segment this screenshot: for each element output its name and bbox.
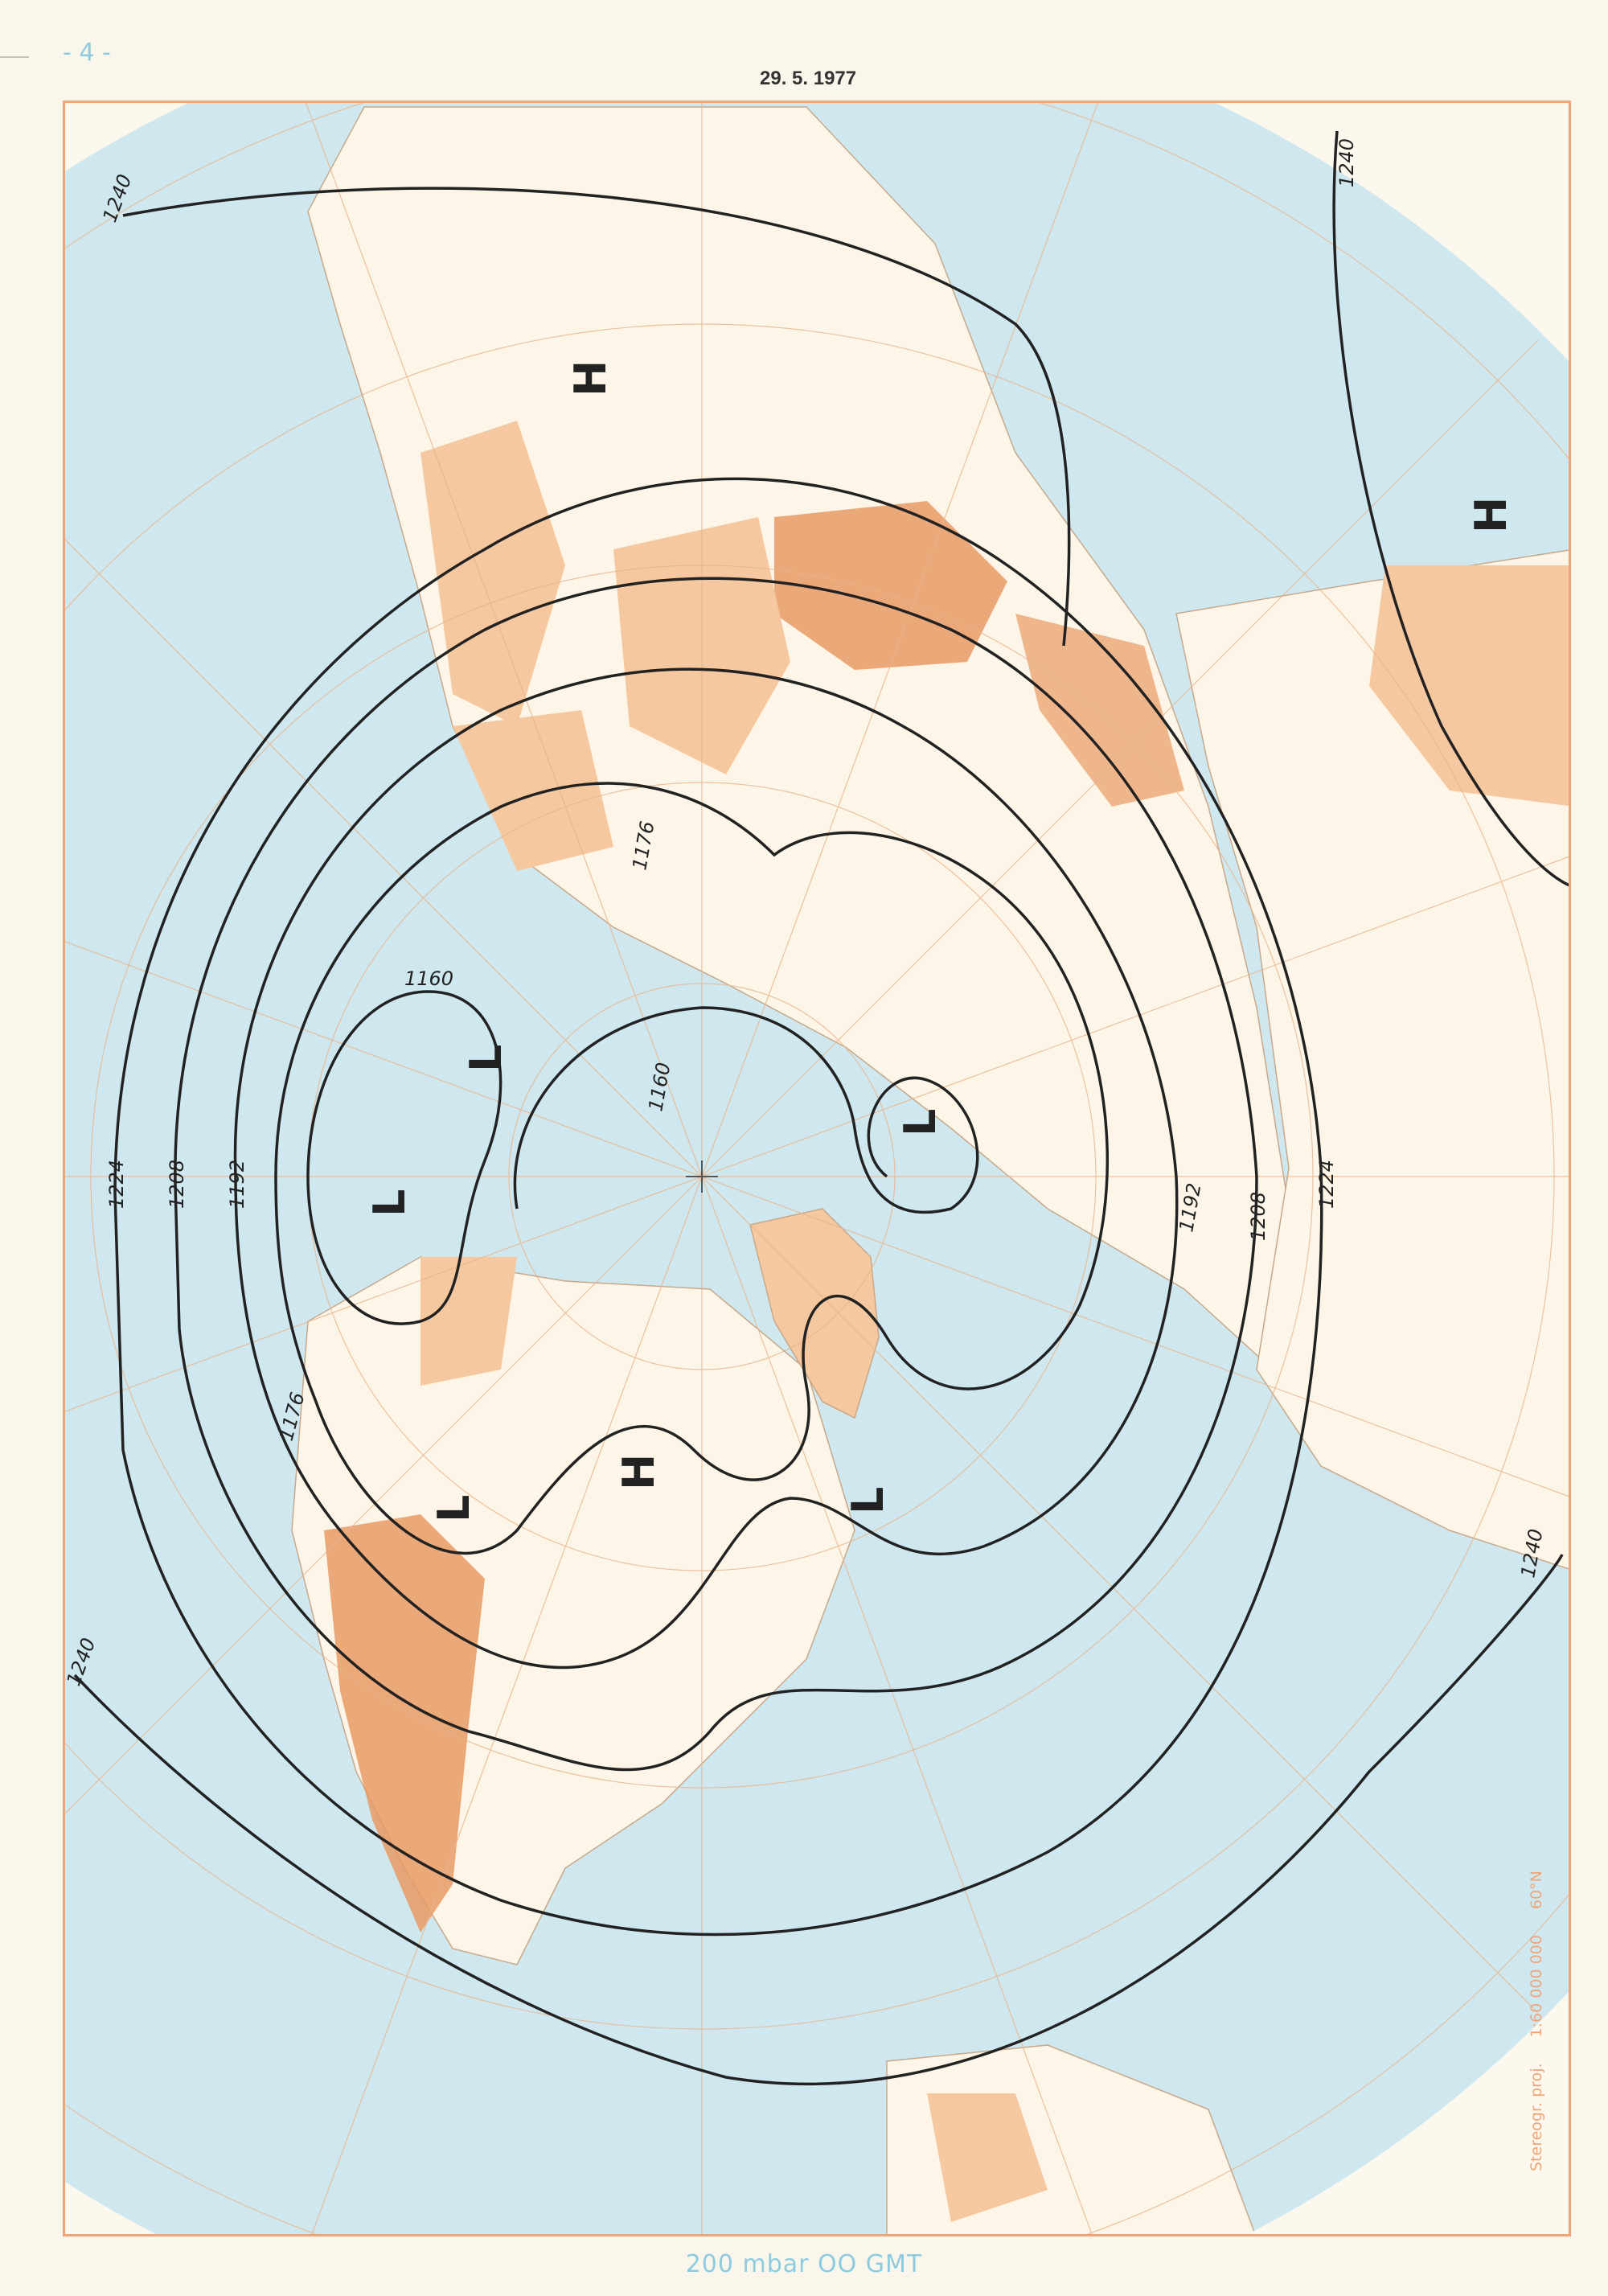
landmass-greenland — [749, 1208, 880, 1419]
low-center: L — [429, 1495, 479, 1522]
contours — [73, 130, 1569, 2086]
pole-cross — [686, 1160, 718, 1193]
highland-siberia — [453, 710, 613, 871]
high-center: H — [1466, 497, 1516, 533]
contour-1240-east — [1332, 130, 1569, 887]
standard-latitude: 60°N — [1528, 1871, 1545, 1910]
graticule — [65, 103, 1569, 2234]
high-center: H — [565, 360, 616, 396]
contour-1224 — [113, 477, 1323, 1937]
pressure-centers: H H L L L L H L — [364, 360, 1516, 1522]
contour-1192 — [233, 667, 1179, 1670]
contour-1208 — [174, 577, 1258, 1772]
contour-label: 1208 — [166, 1160, 188, 1209]
contour-label: 1224 — [1315, 1160, 1338, 1209]
contour-label: 1208 — [1247, 1192, 1270, 1241]
weather-map: 1240 1240 1240 1240 1224 1224 1208 1208 … — [65, 103, 1569, 2234]
map-date: 29. 5. 1977 — [760, 68, 857, 89]
highland-andes — [927, 2093, 1048, 2222]
contour-1240-south — [73, 1554, 1564, 2086]
projection-name: Stereogr. proj. — [1528, 2063, 1545, 2171]
contour-label: 1160 — [404, 967, 453, 990]
low-center: L — [843, 1487, 893, 1514]
low-center: L — [461, 1045, 511, 1072]
contour-1240-north — [122, 187, 1071, 647]
contour-1160-west — [306, 990, 503, 1325]
highland-alaska — [420, 1257, 517, 1386]
map-scale: 1:60 000 000 — [1528, 1935, 1545, 2038]
map-caption: 200 mbar OO GMT — [685, 2250, 923, 2278]
land-layer — [65, 103, 1569, 2234]
contour-1160-center — [513, 1006, 979, 1214]
map-frame: 1240 1240 1240 1240 1224 1224 1208 1208 … — [63, 101, 1571, 2236]
highland-africa — [1369, 565, 1569, 807]
low-center: L — [364, 1189, 415, 1217]
low-center: L — [895, 1109, 946, 1136]
contour-label: 1224 — [105, 1160, 128, 1209]
corner-rule — [0, 56, 29, 58]
highland-rockies — [324, 1514, 485, 1933]
highland-east-asia — [420, 421, 565, 726]
landmass-europe-africa — [1175, 548, 1569, 1572]
contour-label: 1240 — [1335, 138, 1358, 187]
contour-1176 — [274, 782, 1110, 1555]
landmass-asia — [307, 106, 1290, 1371]
projection-note: Stereogr. proj. 1:60 000 000 60°N — [1528, 1850, 1545, 2171]
contour-label: 1192 — [226, 1160, 248, 1209]
highland-iran — [1015, 614, 1184, 807]
high-center: H — [613, 1454, 664, 1490]
page-number: - 4 - — [63, 39, 111, 67]
